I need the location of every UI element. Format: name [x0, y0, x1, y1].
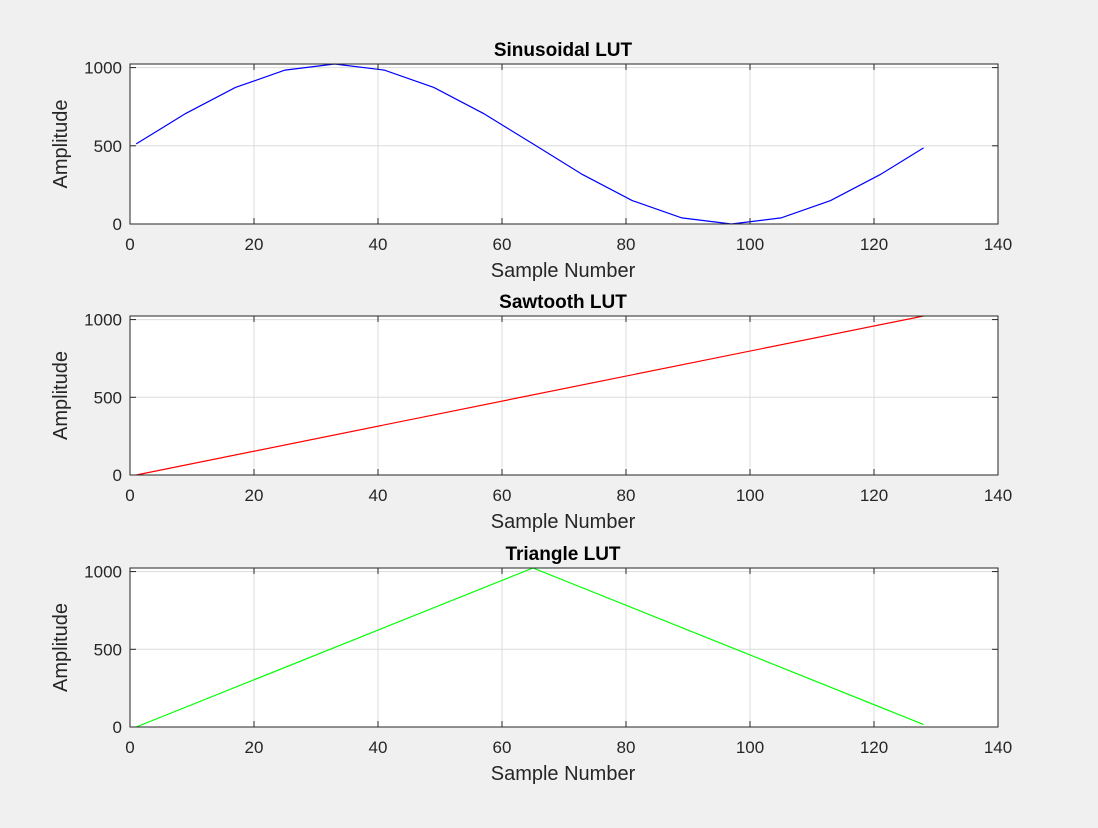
x-tick-label: 60 — [493, 235, 512, 254]
subplot-1: 0 20 40 60 80 100 120 140 0 500 1000 Sinusoidal LUT… — [50, 40, 1012, 282]
y-tick-label: 1000 — [84, 311, 122, 330]
x-tick-label: 40 — [369, 235, 388, 254]
y-tick-label: 0 — [113, 718, 122, 737]
axes-box — [129, 315, 999, 476]
x-tick-label: 0 — [125, 235, 134, 254]
y-tick-label: 0 — [113, 215, 122, 234]
x-tick-label: 0 — [125, 738, 134, 757]
x-tick-label: 140 — [984, 738, 1012, 757]
x-tick-label: 100 — [736, 486, 764, 505]
axes-background — [130, 64, 998, 224]
x-tick-label: 0 — [125, 486, 134, 505]
x-tick-label: 80 — [617, 738, 636, 757]
axes-box — [129, 567, 999, 728]
x-tick-label: 120 — [860, 486, 888, 505]
x-tick-label: 140 — [984, 486, 1012, 505]
x-tick-label: 40 — [369, 486, 388, 505]
axes-box — [129, 63, 999, 225]
subplot-2: 0 20 40 60 80 100 120 140 0 500 1000 Sawtooth LUT Sa… — [50, 292, 1012, 533]
x-tick-label: 20 — [245, 235, 264, 254]
x-tick-label: 20 — [245, 738, 264, 757]
axes-background — [130, 316, 998, 475]
x-tick-label: 140 — [984, 235, 1012, 254]
y-axis-label: Amplitude — [50, 100, 72, 189]
x-tick-label: 120 — [860, 235, 888, 254]
subplot-title: Sinusoidal LUT — [494, 40, 633, 61]
subplot-title: Sawtooth LUT — [499, 292, 627, 313]
y-tick-label: 1000 — [84, 563, 122, 582]
x-tick-label: 60 — [493, 738, 512, 757]
y-tick-label: 500 — [94, 388, 122, 407]
subplot-3: 0 20 40 60 80 100 120 140 0 500 1000 Triangle LUT Sa… — [50, 544, 1012, 785]
x-tick-label: 100 — [736, 235, 764, 254]
x-tick-label: 100 — [736, 738, 764, 757]
subplot-title: Triangle LUT — [505, 544, 620, 565]
x-axis-label: Sample Number — [491, 511, 636, 533]
x-tick-label: 80 — [617, 486, 636, 505]
x-axis-label: Sample Number — [491, 260, 636, 282]
series-line-1 — [135, 63, 924, 225]
x-tick-label: 120 — [860, 738, 888, 757]
y-tick-label: 0 — [113, 466, 122, 485]
x-axis-label: Sample Number — [491, 763, 636, 785]
x-tick-label: 20 — [245, 486, 264, 505]
y-tick-label: 500 — [94, 640, 122, 659]
y-tick-label: 500 — [94, 137, 122, 156]
y-tick-label: 1000 — [84, 59, 122, 78]
series-line-1 — [136, 315, 924, 476]
axes-background — [130, 568, 998, 727]
x-tick-label: 40 — [369, 738, 388, 757]
x-tick-label: 60 — [493, 486, 512, 505]
y-axis-label: Amplitude — [50, 603, 72, 692]
x-tick-label: 80 — [617, 235, 636, 254]
y-axis-label: Amplitude — [50, 351, 72, 440]
